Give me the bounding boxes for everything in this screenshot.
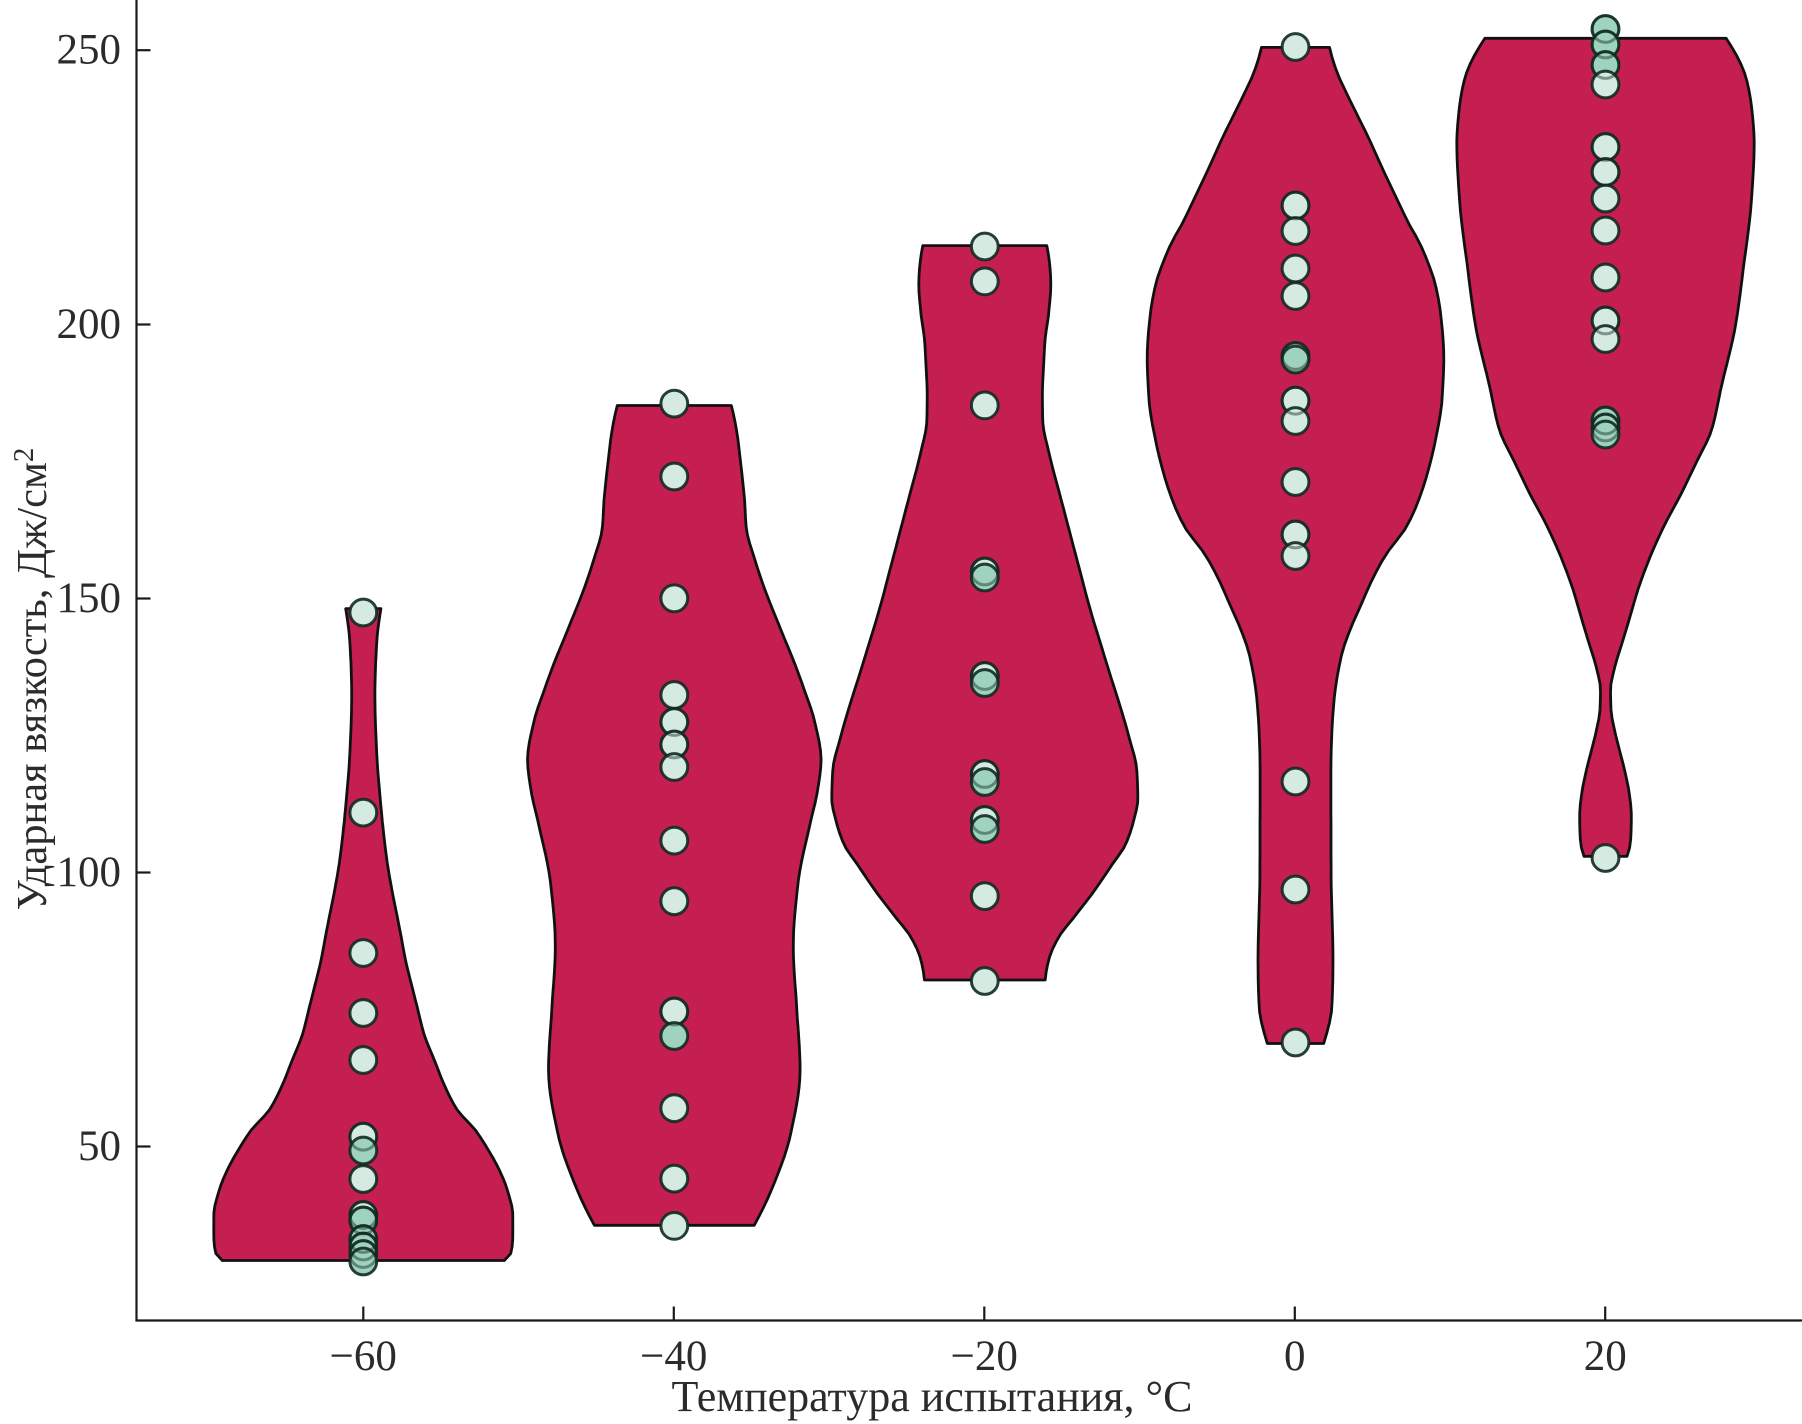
svg-text:150: 150 bbox=[57, 575, 122, 622]
svg-text:100: 100 bbox=[57, 849, 122, 896]
svg-text:−40: −40 bbox=[640, 1333, 707, 1380]
svg-text:200: 200 bbox=[57, 301, 122, 348]
svg-text:50: 50 bbox=[78, 1123, 121, 1170]
svg-text:−20: −20 bbox=[951, 1333, 1018, 1380]
svg-text:20: 20 bbox=[1584, 1333, 1627, 1380]
svg-text:−60: −60 bbox=[330, 1333, 397, 1380]
svg-text:0: 0 bbox=[1284, 1333, 1306, 1380]
svg-text:Ударная вязкость, Дж/см2: Ударная вязкость, Дж/см2 bbox=[8, 448, 56, 911]
svg-text:250: 250 bbox=[57, 27, 122, 74]
svg-text:Температура испытания, °С: Температура испытания, °С bbox=[672, 1372, 1193, 1421]
